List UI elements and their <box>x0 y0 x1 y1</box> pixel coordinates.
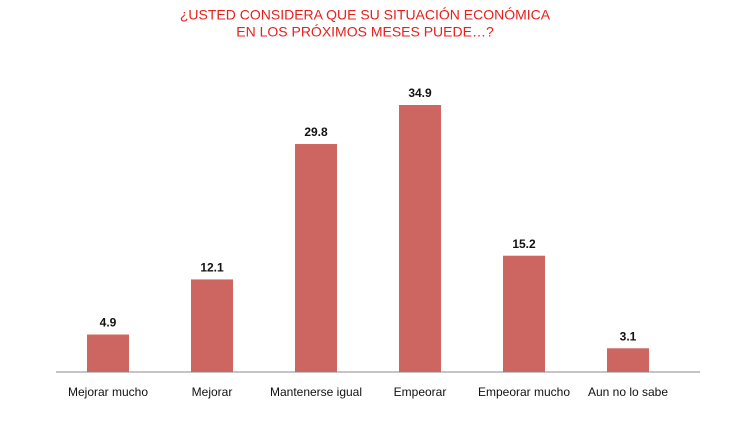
bar <box>191 279 233 372</box>
x-tick-label: Aun no lo sabe <box>588 385 668 399</box>
x-tick-label: Mejorar mucho <box>68 385 148 399</box>
value-label: 4.9 <box>100 316 117 330</box>
x-tick-label: Mantenerse igual <box>270 385 362 399</box>
bar <box>295 144 337 372</box>
value-label: 15.2 <box>512 237 536 251</box>
bar <box>607 348 649 372</box>
value-label: 3.1 <box>620 329 637 343</box>
value-label: 34.9 <box>408 86 432 100</box>
chart-title: EN LOS PRÓXIMOS MESES PUEDE…? <box>236 24 494 40</box>
bar <box>399 105 441 372</box>
value-label: 29.8 <box>304 125 328 139</box>
bar <box>503 255 545 372</box>
chart-title: ¿USTED CONSIDERA QUE SU SITUACIÓN ECONÓM… <box>180 7 551 23</box>
bar <box>87 334 129 372</box>
x-tick-label: Empeorar mucho <box>478 385 570 399</box>
value-label: 12.1 <box>200 261 224 275</box>
x-tick-label: Empeorar <box>394 385 447 399</box>
x-tick-label: Mejorar <box>192 385 233 399</box>
